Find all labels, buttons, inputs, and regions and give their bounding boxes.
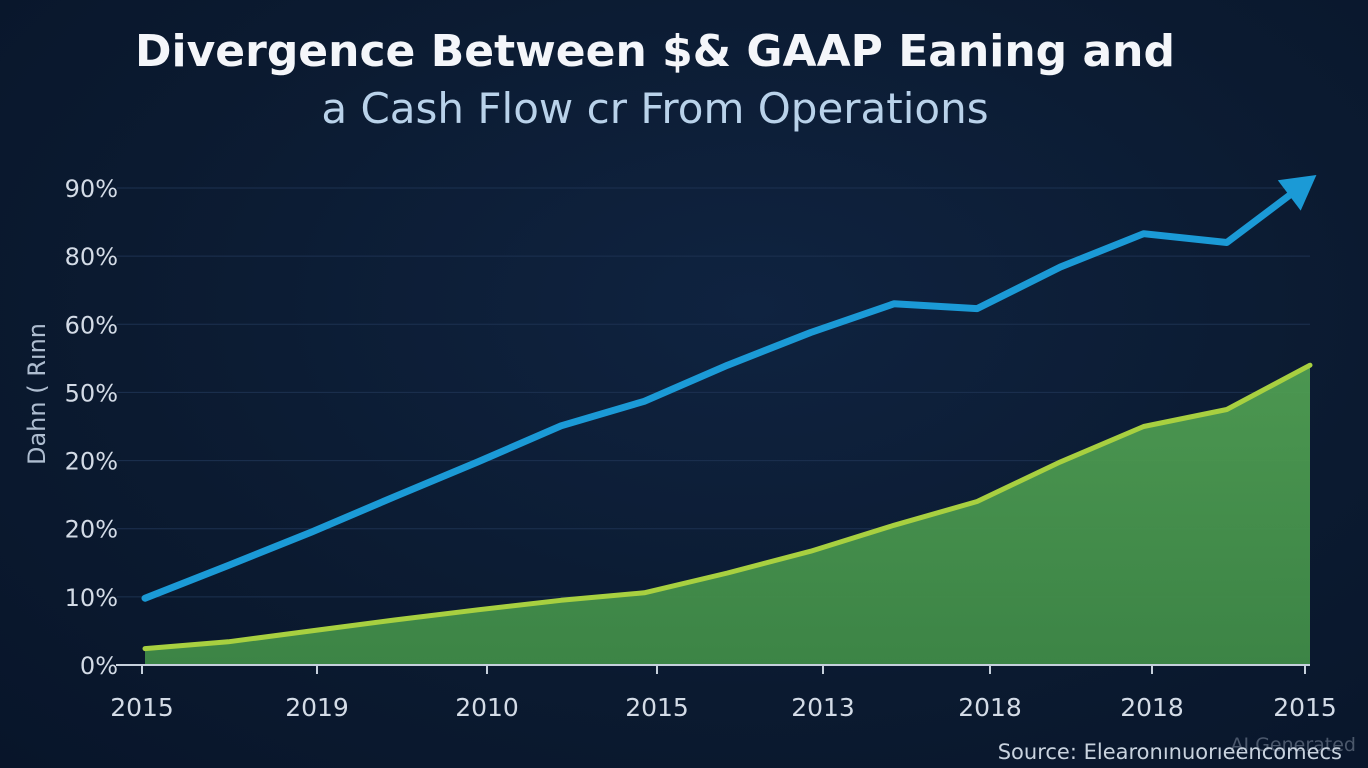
earnings-line — [142, 362, 1313, 652]
y-axis-ticks: 0% 10% 20% 20% 50% 60% 80% 90% — [65, 175, 118, 680]
area-layer — [145, 365, 1310, 665]
x-tick-label: 2019 — [285, 693, 349, 722]
x-tick-label: 2018 — [958, 693, 1022, 722]
cashflow-line — [141, 192, 1293, 602]
y-tick-label: 90% — [65, 175, 118, 203]
y-tick-label: 80% — [65, 243, 118, 271]
chart-subtitle: a Cash Flow cr From Operations — [321, 84, 989, 133]
chart-title: Divergence Between $& GAAP Eaning and — [134, 26, 1175, 77]
y-tick-label: 20% — [65, 448, 118, 476]
earnings-area-fill — [145, 365, 1310, 665]
y-tick-label: 10% — [65, 584, 118, 612]
x-axis-ticks: 2015 2019 2010 2015 2013 2018 2018 2015 — [110, 693, 1337, 722]
y-tick-label: 20% — [65, 516, 118, 544]
x-tick-label: 2015 — [110, 693, 174, 722]
x-tick-label: 2015 — [625, 693, 689, 722]
source-note: Source: Elearonınuorıeencomecs — [997, 740, 1342, 764]
cashflow-arrowhead — [1277, 175, 1317, 211]
ai-generated-watermark: AI Generated — [1230, 734, 1356, 756]
line-layer — [141, 175, 1317, 652]
y-tick-label: 50% — [65, 379, 118, 407]
axis-layer — [116, 664, 1310, 674]
y-tick-label: 60% — [65, 311, 118, 339]
y-axis-label: Dahn ( Rınn — [23, 323, 51, 465]
x-tick-label: 2015 — [1273, 693, 1337, 722]
y-tick-label: 0% — [80, 652, 118, 680]
x-tick-label: 2013 — [791, 693, 855, 722]
x-tick-label: 2018 — [1120, 693, 1184, 722]
x-tick-label: 2010 — [455, 693, 519, 722]
